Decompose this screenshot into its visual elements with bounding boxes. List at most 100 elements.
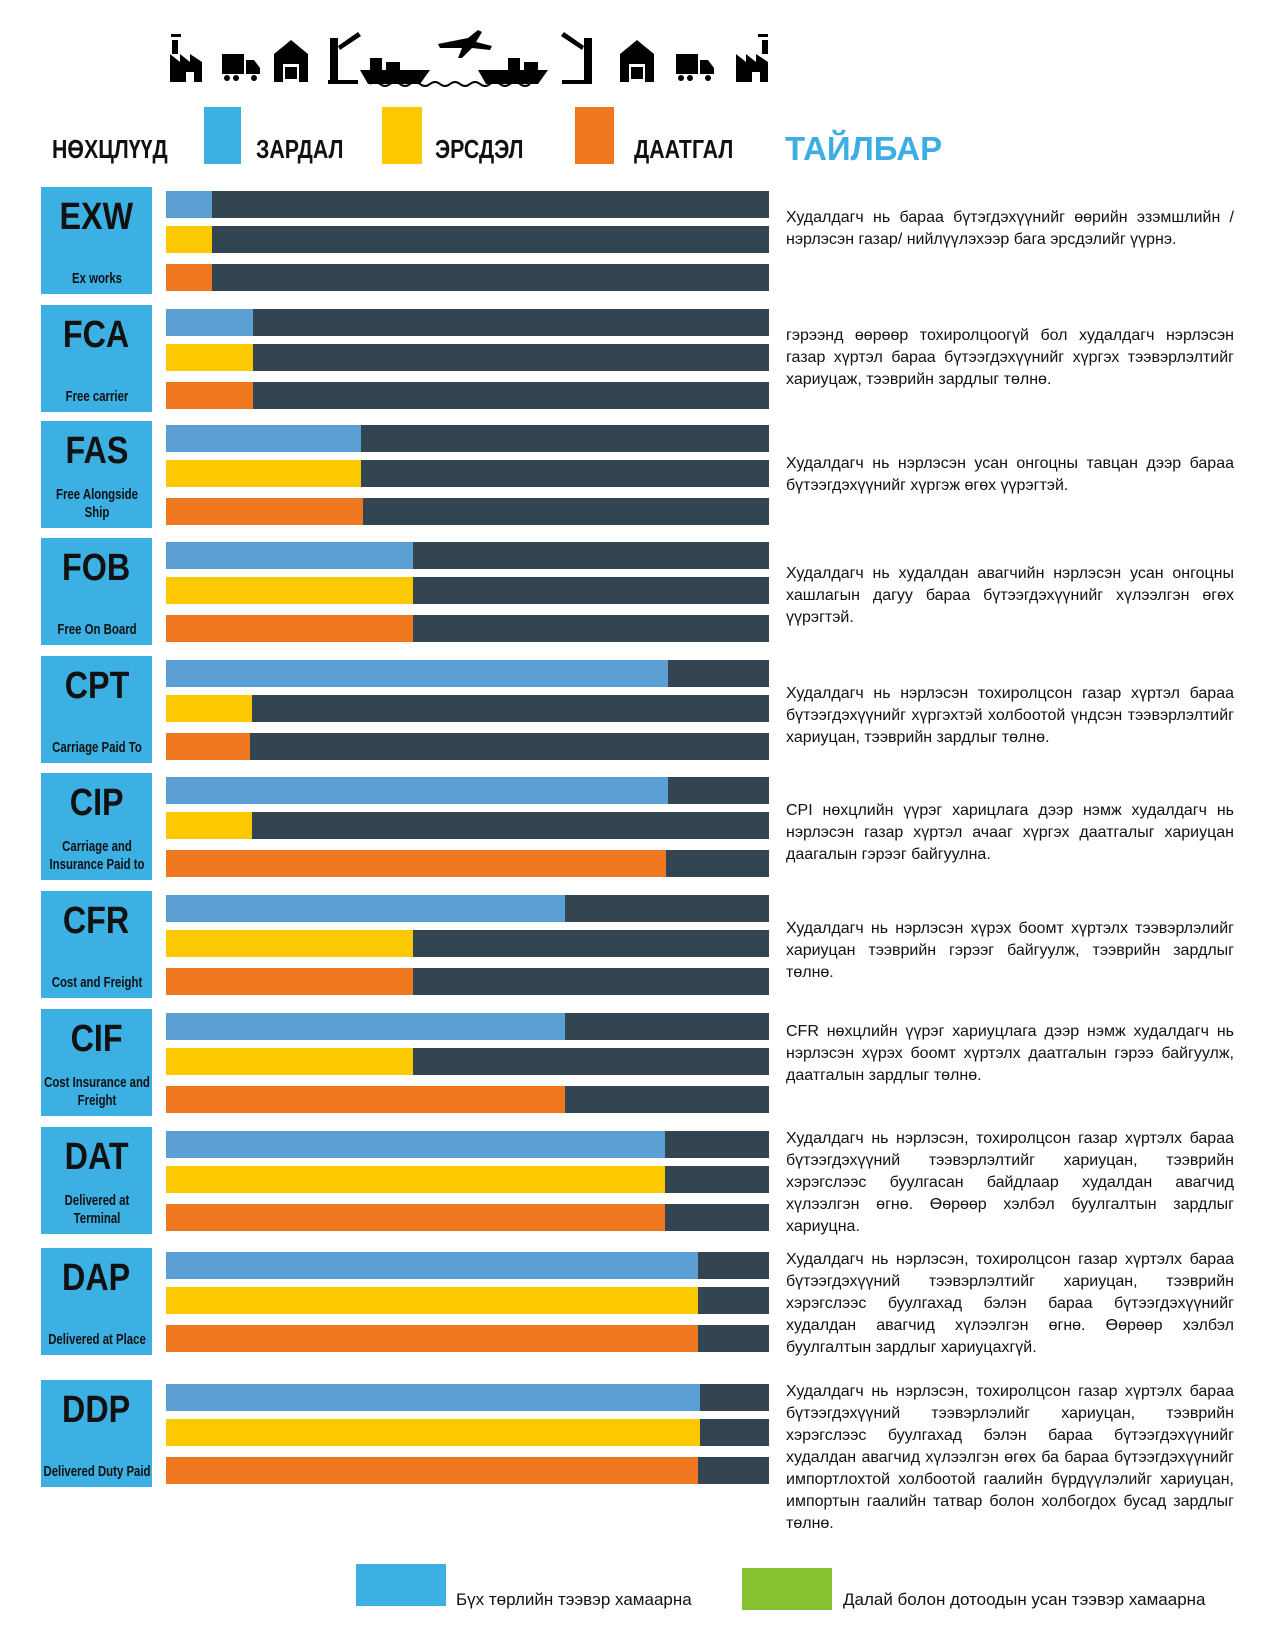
insurance-bar-fill — [166, 498, 363, 525]
insurance-bar-fill — [166, 1204, 666, 1231]
term-code: FCA — [63, 314, 130, 356]
insurance-bar — [166, 1325, 769, 1352]
insurance-bar-fill — [166, 382, 253, 409]
term-description: Худалдагч нь нэрлэсэн, тохиролцсон газар… — [786, 1130, 1234, 1235]
transport-icons-row — [170, 30, 768, 87]
term-name: Cost and Freight — [51, 974, 142, 991]
all-transport-label: Бүх төрлийн тээвэр хамаарна — [456, 1590, 692, 1609]
crane-icon — [561, 32, 592, 84]
risk-bar — [166, 695, 769, 722]
risk-header: ЭРСДЭЛ — [435, 134, 524, 164]
insurance-header: ДААТГАЛ — [634, 134, 734, 164]
cost-bar — [166, 191, 769, 218]
insurance-bar-fill — [166, 968, 414, 995]
term-description: Худалдагч нь нэрлэсэн тохиролцсон газар … — [786, 685, 1234, 746]
term-code: DAT — [64, 1136, 129, 1178]
term-description: CPI нөхцлийн үүрэг харицлага дээр нэмж х… — [786, 802, 1234, 863]
risk-bar — [166, 930, 769, 957]
cost-bar-fill — [166, 895, 566, 922]
term-name: Carriage Paid To — [51, 739, 142, 756]
risk-bar-fill — [166, 577, 414, 604]
term-description: гэрээнд өөрөөр тохиролцоогүй бол худалда… — [786, 327, 1234, 388]
cost-bar — [166, 1252, 769, 1279]
term-name: Delivered at Place — [47, 1331, 146, 1348]
term-label-box: DAP Delivered at Place — [41, 1248, 152, 1355]
term-description: Худалдагч нь нэрлэсэн, тохиролцсон газар… — [786, 1251, 1234, 1356]
term-label-box: CPT Carriage Paid To — [41, 656, 152, 763]
term-description: Худалдагч нь нэрлэсэн, тохиролцсон газар… — [786, 1383, 1234, 1532]
insurance-bar-fill — [166, 264, 212, 291]
cost-bar-fill — [166, 1131, 666, 1158]
risk-bar — [166, 226, 769, 253]
cost-bar — [166, 425, 769, 452]
insurance-bar — [166, 382, 769, 409]
term-description: Худалдагч нь бараа бүтэгдэхүүнийг өөрийн… — [786, 209, 1234, 248]
ship-icon — [360, 58, 430, 84]
risk-bar-fill — [166, 1166, 666, 1193]
cost-bar — [166, 542, 769, 569]
factory-icon — [170, 34, 202, 82]
cost-bar — [166, 660, 769, 687]
term-label-box: FOB Free On Board — [41, 538, 152, 645]
warehouse-icon — [620, 40, 654, 82]
term-label-box: CFR Cost and Freight — [41, 891, 152, 998]
insurance-bar — [166, 264, 769, 291]
risk-bar — [166, 1287, 769, 1314]
insurance-bar — [166, 1204, 769, 1231]
term-label-box: CIF Cost Insurance and Freight — [41, 1009, 152, 1116]
cost-bar — [166, 1384, 769, 1411]
insurance-bar — [166, 615, 769, 642]
insurance-bar-fill — [166, 615, 414, 642]
all-transport-swatch — [356, 1564, 446, 1606]
insurance-bar-fill — [166, 1086, 566, 1113]
term-name: Free carrier — [65, 388, 128, 405]
risk-bar-fill — [166, 930, 414, 957]
cost-bar-fill — [166, 777, 668, 804]
term-code: FAS — [65, 430, 128, 472]
risk-bar-fill — [166, 460, 361, 487]
insurance-bar-fill — [166, 1457, 698, 1484]
term-label-box: FAS Free Alongside Ship — [41, 421, 152, 528]
risk-bar — [166, 1048, 769, 1075]
cost-header: ЗАРДАЛ — [256, 134, 344, 164]
sea-transport-label: Далай болон дотоодын усан тээвэр хамаарн… — [843, 1590, 1206, 1609]
term-code: CIP — [69, 782, 124, 824]
term-code: CIF — [70, 1018, 123, 1060]
cost-bar-fill — [166, 1252, 698, 1279]
truck-icon — [222, 54, 260, 81]
insurance-bar — [166, 733, 769, 760]
risk-bar — [166, 1166, 769, 1193]
cost-bar — [166, 1131, 769, 1158]
term-description: Худалдагч нь худалдан авагчийн нэрлэсэн … — [786, 565, 1234, 626]
cost-bar-fill — [166, 309, 253, 336]
risk-bar-fill — [166, 1287, 698, 1314]
cost-bar — [166, 895, 769, 922]
term-code: CFR — [63, 900, 130, 942]
waves — [369, 81, 531, 87]
airplane-icon — [438, 30, 492, 58]
term-name: Cost Insurance and Freight — [43, 1074, 150, 1109]
term-code: EXW — [59, 196, 134, 238]
risk-bar — [166, 577, 769, 604]
insurance-bar — [166, 1457, 769, 1484]
risk-bar-fill — [166, 695, 252, 722]
insurance-bar — [166, 968, 769, 995]
insurance-bar — [166, 498, 769, 525]
term-name: Free Alongside Ship — [55, 486, 138, 521]
warehouse-icon — [274, 40, 308, 82]
term-description: Худалдагч нь нэрлэсэн усан онгоцны тавца… — [786, 455, 1234, 494]
cost-bar — [166, 309, 769, 336]
cost-bar — [166, 1013, 769, 1040]
term-label-box: EXW Ex works — [41, 187, 152, 294]
risk-swatch — [382, 107, 422, 164]
factory-icon — [736, 34, 768, 82]
term-name: Ex works — [71, 270, 122, 287]
cost-bar-fill — [166, 191, 212, 218]
terms-header: НӨХЦЛҮҮД — [52, 134, 168, 164]
insurance-bar-fill — [166, 733, 251, 760]
cost-bar-fill — [166, 660, 668, 687]
insurance-bar — [166, 1086, 769, 1113]
term-label-box: CIP Carriage and Insurance Paid to — [41, 773, 152, 880]
ship-icon — [478, 58, 548, 84]
description-header: ТАЙЛБАР — [785, 130, 943, 167]
